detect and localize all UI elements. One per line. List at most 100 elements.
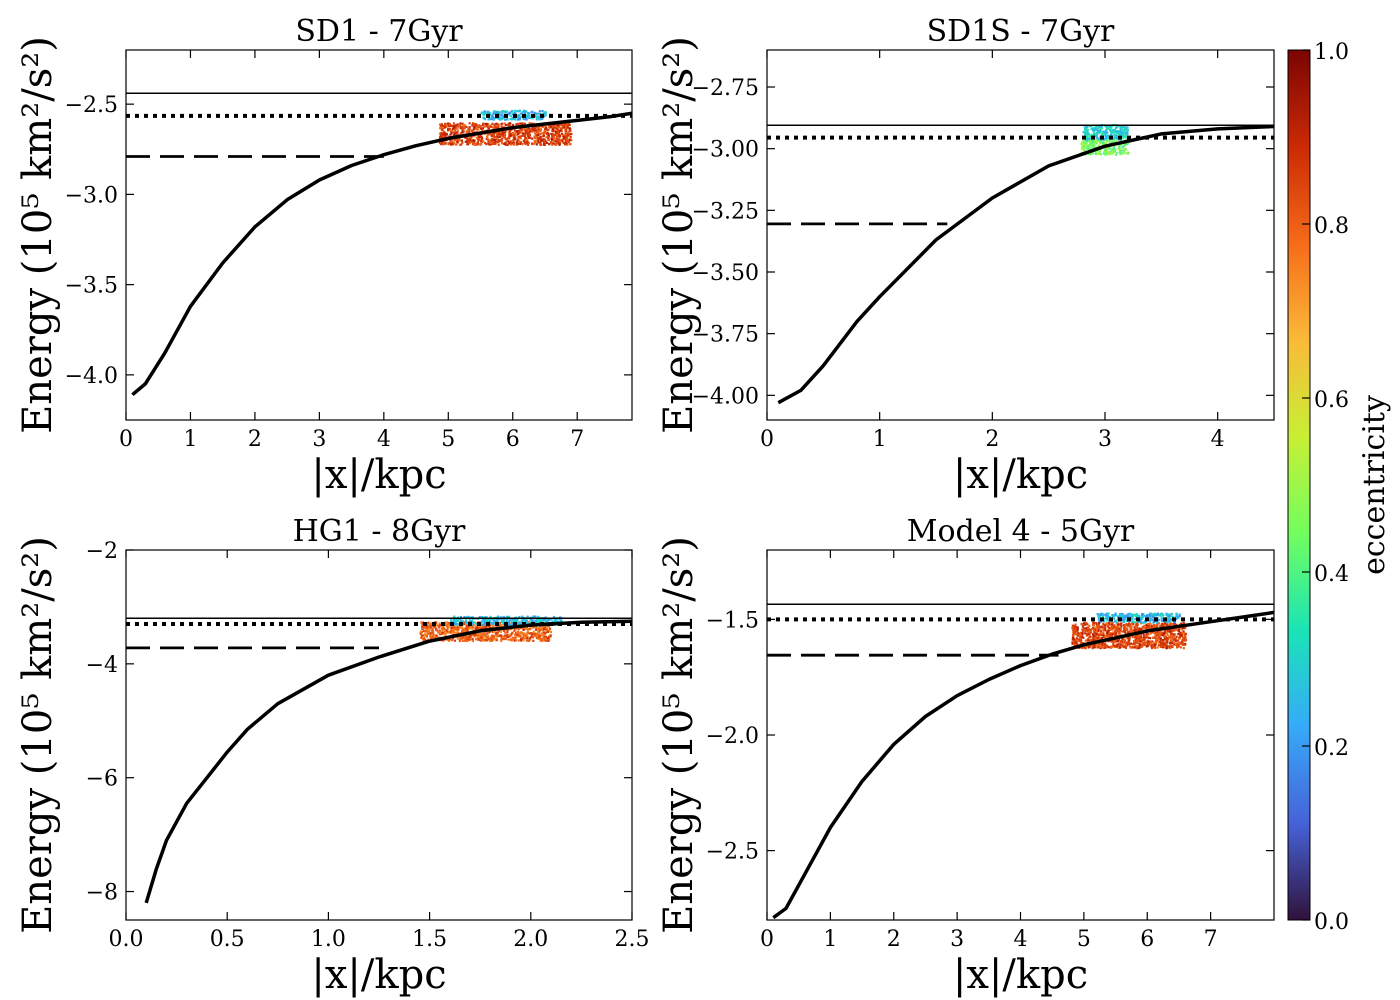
particle-point (469, 634, 472, 637)
particle-point (1177, 616, 1180, 619)
particle-point (450, 626, 453, 630)
particle-point (491, 143, 494, 146)
particle-point (564, 137, 567, 140)
x-tick-label: 0.5 (210, 927, 245, 952)
particle-point (1121, 134, 1124, 137)
particle-point (1096, 623, 1099, 626)
particle-point (481, 122, 485, 125)
particle-point (486, 619, 489, 622)
particle-point (1144, 643, 1147, 646)
particle-point (506, 630, 509, 633)
particle-point (1107, 135, 1110, 138)
particle-point (526, 133, 529, 136)
particle-point (1114, 153, 1118, 156)
particle-point (518, 142, 522, 145)
particle-point (1117, 644, 1120, 647)
particle-point (1092, 629, 1095, 632)
axes-frame (766, 549, 1275, 921)
plot-area (767, 124, 1274, 405)
particle-point (517, 135, 520, 138)
particle-point (518, 115, 521, 118)
particle-point (523, 138, 527, 141)
particle-point (1082, 624, 1085, 627)
particle-point (1170, 641, 1173, 644)
particle-point (1114, 131, 1117, 134)
particle-point (1151, 618, 1154, 621)
particle-point (1091, 133, 1094, 136)
particle-point (544, 114, 547, 117)
particle-point (1110, 131, 1113, 134)
particle-point (480, 636, 483, 639)
particle-point (1101, 130, 1104, 133)
particle-point (1151, 613, 1154, 616)
particle-point (496, 631, 499, 634)
particle-point (1106, 645, 1109, 648)
particle-point (502, 110, 505, 113)
particle-point (1114, 633, 1117, 637)
particle-point (453, 615, 456, 618)
particle-point (480, 638, 484, 641)
particle-point (454, 628, 457, 631)
particle-point (463, 622, 466, 625)
particle-point (1134, 644, 1137, 647)
particle-point (512, 112, 515, 115)
particle-point (1071, 624, 1074, 627)
particle-point (1156, 634, 1159, 637)
particle-point (1156, 631, 1159, 634)
particle-point (1103, 151, 1107, 154)
particle-point (1085, 634, 1088, 637)
particle-point (1100, 620, 1103, 623)
particle-point (494, 136, 497, 139)
particle-point (1124, 125, 1127, 128)
particle-point (527, 141, 530, 144)
particle-point (1084, 629, 1087, 633)
particle-point (1107, 636, 1110, 639)
particle-point (443, 141, 446, 144)
particle-point (548, 638, 551, 641)
particle-point (1097, 613, 1100, 616)
particle-point (1180, 633, 1183, 636)
particle-point (421, 637, 424, 640)
particle-point (477, 128, 480, 131)
particle-point (487, 110, 490, 113)
particle-point (512, 637, 515, 640)
particle-point (1084, 623, 1087, 626)
particle-point (553, 620, 557, 623)
particle-point (479, 631, 482, 634)
particle-point (557, 123, 560, 126)
particle-point (1088, 631, 1091, 634)
particle-point (535, 112, 538, 115)
particle-point (1128, 625, 1131, 628)
y-tick-label: −3.75 (692, 323, 759, 348)
particle-point (1137, 628, 1140, 632)
particle-point (459, 122, 462, 125)
particle-point (1093, 644, 1096, 647)
particle-point (471, 616, 474, 619)
particle-point (1133, 646, 1136, 649)
particle-point (1092, 129, 1095, 132)
particle-point (475, 634, 478, 637)
particle-point (1136, 639, 1139, 642)
particle-point (1090, 142, 1094, 145)
particle-point (1162, 623, 1165, 627)
particle-point (1121, 132, 1124, 135)
particle-point (501, 122, 504, 125)
particle-point (496, 625, 500, 628)
particle-point (1107, 146, 1110, 150)
particle-point (1081, 628, 1084, 631)
particle-point (1134, 636, 1137, 639)
particle-point (517, 137, 520, 140)
particle-point (481, 636, 484, 639)
particle-point (532, 633, 535, 636)
particle-point (1083, 627, 1086, 630)
particle-point (1115, 631, 1118, 634)
particle-point (421, 621, 424, 624)
colorbar-tick-label: 0.6 (1314, 388, 1349, 413)
particle-point (502, 625, 505, 628)
particle-point (447, 639, 450, 642)
particle-point (487, 127, 490, 130)
particle-point (1102, 152, 1105, 155)
particle-point (1163, 642, 1166, 645)
particle-point (466, 615, 469, 618)
particle-point (504, 631, 507, 634)
